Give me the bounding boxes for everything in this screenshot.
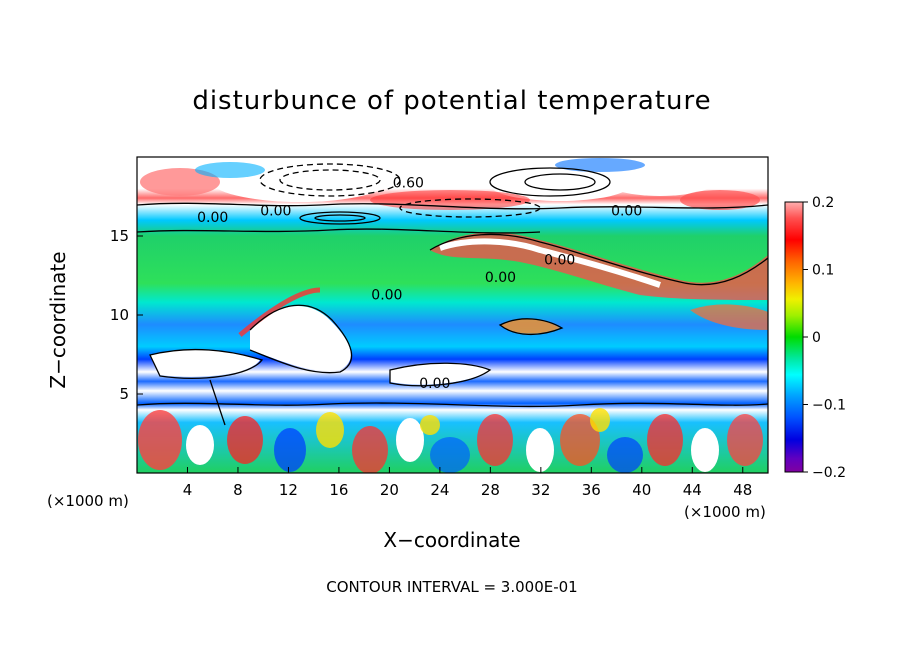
- contour-label: 0.00: [371, 287, 402, 303]
- x-tick-label: 44: [683, 481, 702, 499]
- contour-label: 0.60: [393, 175, 424, 191]
- colorbar-scale: [784, 201, 804, 473]
- colorbar-tick-label: −0.2: [812, 465, 846, 481]
- contour-lines: [137, 163, 768, 426]
- field-blob: [500, 318, 560, 334]
- field-blob: [140, 168, 220, 196]
- contour-line: [137, 402, 768, 408]
- contour-label: 0.00: [485, 270, 516, 286]
- colorbar-tick-label: 0.2: [812, 195, 834, 211]
- field-blob: [439, 238, 661, 288]
- contour-line: [137, 202, 768, 210]
- chart-title: disturbunce of potential temperature: [192, 86, 712, 116]
- x-tick-label: 4: [183, 481, 193, 499]
- contour-interval-note: CONTOUR INTERVAL = 3.000E-01: [326, 578, 578, 596]
- field-blob: [352, 426, 388, 473]
- y-axis: 5 10 15: [110, 227, 143, 403]
- contour-line: [389, 362, 492, 387]
- field-blob: [727, 414, 763, 466]
- x-tick-label: 48: [733, 481, 752, 499]
- contour-line: [209, 379, 226, 426]
- contour-line: [524, 173, 596, 191]
- y-tick-label: 10: [110, 306, 129, 324]
- contour-line: [279, 169, 381, 191]
- field-blob: [186, 425, 214, 465]
- colorbar-tick-label: 0: [812, 330, 821, 346]
- x-tick-label: 28: [481, 481, 500, 499]
- x-tick-label: 40: [632, 481, 651, 499]
- contour-label: 0.00: [611, 204, 642, 220]
- colorbar-tick-label: −0.1: [812, 398, 846, 414]
- contour-label: 0.00: [197, 210, 228, 226]
- x-tick-label: 12: [279, 481, 298, 499]
- field-blob: [477, 414, 513, 466]
- field-blob: [238, 287, 321, 337]
- x-tick-label: 16: [329, 481, 348, 499]
- z-unit-label: (×1000 m): [47, 492, 129, 510]
- field-blob: [490, 169, 630, 201]
- field-blob: [647, 414, 683, 466]
- x-tick-label: 8: [233, 481, 243, 499]
- contour-labels: 0.60 0.00 0.00 0.00 0.00 0.00 0.00 0.00: [197, 175, 642, 392]
- field-blob: [396, 418, 424, 462]
- x-axis: 4 8 12 16 20 24 28 32 36 40 44 48: [183, 467, 752, 499]
- field-blob: [590, 408, 610, 432]
- contour-label: 0.00: [260, 204, 291, 220]
- field-blob: [138, 410, 182, 470]
- field-blob: [274, 428, 306, 472]
- contour-line: [498, 318, 564, 336]
- colorbar-ticks: 0.2 0.1 0 −0.1 −0.2: [803, 195, 846, 481]
- field-blob: [316, 412, 344, 448]
- x-unit-label: (×1000 m): [684, 503, 766, 521]
- field-blob: [690, 304, 768, 330]
- field-blob: [555, 158, 645, 172]
- field-blob: [227, 416, 263, 464]
- contour-label: 0.00: [544, 253, 575, 269]
- contour-label: 0.00: [419, 376, 450, 392]
- contour-line: [314, 214, 366, 222]
- x-tick-label: 36: [582, 481, 601, 499]
- field-blob: [420, 415, 440, 435]
- y-tick-label: 15: [110, 227, 129, 245]
- contour-line: [429, 233, 768, 286]
- field-blob: [195, 162, 265, 178]
- field-blob: [150, 349, 260, 377]
- contour-line: [299, 211, 381, 225]
- x-tick-label: 32: [531, 481, 550, 499]
- colorbar: 0.2 0.1 0 −0.1 −0.2: [784, 195, 846, 481]
- field-blob: [680, 190, 760, 210]
- contour-line: [489, 167, 611, 197]
- field-blob: [691, 428, 719, 472]
- field-blob: [607, 437, 643, 473]
- contour-line: [149, 348, 264, 379]
- heatmap-field: 0.60 0.00 0.00 0.00 0.00 0.00 0.00 0.00: [137, 157, 768, 473]
- field-blob: [526, 428, 554, 472]
- field-blob: [250, 306, 351, 371]
- x-tick-label: 24: [430, 481, 449, 499]
- field-blob: [560, 414, 600, 466]
- contour-line: [137, 228, 541, 234]
- boundary-layer-eddies: [138, 408, 763, 473]
- field-blob: [430, 437, 470, 473]
- contour-line: [249, 304, 353, 374]
- field-blob: [390, 363, 490, 385]
- contour-line: [259, 163, 401, 197]
- colorbar-tick-label: 0.1: [812, 263, 834, 279]
- x-axis-label: X−coordinate: [383, 528, 521, 552]
- x-tick-label: 20: [380, 481, 399, 499]
- y-tick-label: 5: [119, 385, 129, 403]
